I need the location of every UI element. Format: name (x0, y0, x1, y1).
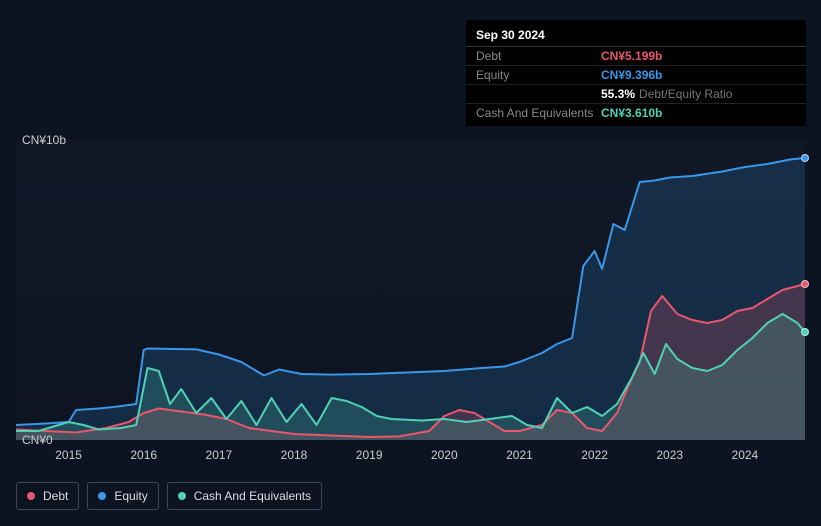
hover-tooltip: Sep 30 2024 DebtCN¥5.199bEquityCN¥9.396b… (466, 20, 806, 126)
x-tick-label: 2019 (356, 448, 383, 462)
tooltip-date: Sep 30 2024 (466, 24, 806, 47)
tooltip-row: Cash And EquivalentsCN¥3.610b (466, 104, 806, 122)
chart-area: CN¥0CN¥10b (16, 140, 805, 440)
tooltip-row: 55.3%Debt/Equity Ratio (466, 85, 806, 104)
tooltip-label: Equity (476, 68, 601, 82)
x-tick-label: 2024 (732, 448, 759, 462)
tooltip-value: CN¥5.199b (601, 49, 662, 63)
tooltip-label: Cash And Equivalents (476, 106, 601, 120)
legend-dot-icon (27, 492, 35, 500)
legend: Debt Equity Cash And Equivalents (16, 482, 322, 510)
tooltip-suffix: Debt/Equity Ratio (639, 87, 732, 101)
tooltip-label (476, 87, 601, 101)
line-chart-svg (16, 140, 805, 440)
x-tick-label: 2022 (581, 448, 608, 462)
legend-label: Debt (43, 489, 68, 503)
tooltip-value: CN¥9.396b (601, 68, 662, 82)
legend-item-cash[interactable]: Cash And Equivalents (167, 482, 322, 510)
tooltip-row: DebtCN¥5.199b (466, 47, 806, 66)
tooltip-value: 55.3%Debt/Equity Ratio (601, 87, 732, 101)
tooltip-value: CN¥3.610b (601, 106, 662, 120)
legend-dot-icon (98, 492, 106, 500)
legend-item-equity[interactable]: Equity (87, 482, 158, 510)
y-tick-label: CN¥10b (16, 133, 66, 147)
x-axis: 2015 2016 2017 2018 2019 2020 2021 2022 2023 2024 (16, 448, 805, 468)
tooltip-label: Debt (476, 49, 601, 63)
end-marker-cash (801, 328, 809, 336)
x-tick-label: 2023 (656, 448, 683, 462)
x-tick-label: 2021 (506, 448, 533, 462)
legend-label: Equity (114, 489, 147, 503)
legend-dot-icon (178, 492, 186, 500)
x-tick-label: 2017 (206, 448, 233, 462)
x-tick-label: 2015 (55, 448, 82, 462)
legend-item-debt[interactable]: Debt (16, 482, 79, 510)
end-marker-equity (801, 154, 809, 162)
x-tick-label: 2018 (281, 448, 308, 462)
legend-label: Cash And Equivalents (194, 489, 311, 503)
tooltip-row: EquityCN¥9.396b (466, 66, 806, 85)
y-tick-label: CN¥0 (16, 433, 53, 447)
end-marker-debt (801, 280, 809, 288)
x-tick-label: 2020 (431, 448, 458, 462)
x-tick-label: 2016 (130, 448, 157, 462)
